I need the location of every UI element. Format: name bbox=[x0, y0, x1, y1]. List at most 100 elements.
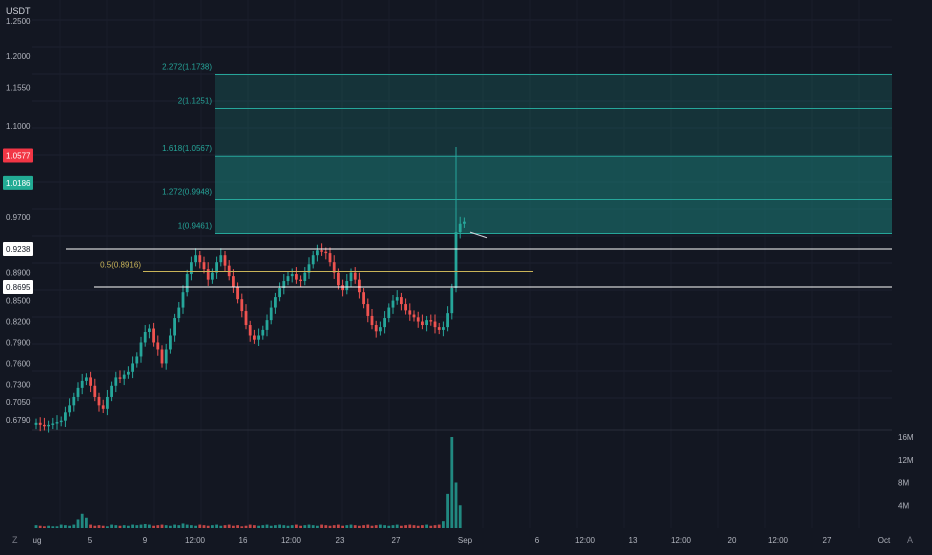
price-tick: 0.7900 bbox=[6, 338, 31, 347]
candle-body bbox=[395, 297, 399, 301]
candle-body bbox=[198, 255, 202, 263]
volume-bar bbox=[454, 482, 458, 528]
candle-body bbox=[152, 328, 155, 343]
volume-bar bbox=[106, 526, 109, 528]
candle-body bbox=[160, 349, 164, 364]
volume-bar bbox=[332, 525, 336, 528]
fib-extension[interactable]: 2.272(1.1738) 2(1.1251) 1.618(1.0567) 1.272… bbox=[162, 62, 892, 234]
candle-body bbox=[421, 321, 424, 326]
candle-body bbox=[173, 318, 176, 336]
volume-bar bbox=[101, 525, 105, 528]
candle-body bbox=[404, 304, 407, 311]
volume-bar bbox=[164, 525, 168, 528]
candle-body bbox=[299, 279, 302, 282]
volume-tick: 4M bbox=[898, 501, 909, 510]
candle-body bbox=[143, 332, 147, 343]
volume-bar bbox=[190, 525, 193, 528]
candle-body bbox=[454, 232, 458, 289]
fib-zone bbox=[215, 74, 892, 109]
candle-body bbox=[286, 276, 290, 282]
volume-bar bbox=[236, 525, 239, 528]
volume-bar bbox=[278, 524, 281, 528]
candle-body bbox=[282, 281, 286, 289]
volume-bar bbox=[211, 525, 214, 528]
candle-body bbox=[72, 396, 76, 406]
candle-body bbox=[206, 269, 210, 280]
time-tick: 23 bbox=[336, 536, 345, 545]
price-tick: 0.8900 bbox=[6, 269, 31, 278]
volume-bar bbox=[274, 525, 277, 528]
volume-bar bbox=[446, 493, 449, 528]
candle-body bbox=[332, 262, 336, 273]
timezone-button-label[interactable]: Z bbox=[12, 535, 18, 545]
candle-body bbox=[295, 274, 298, 280]
volume-bar bbox=[282, 525, 286, 528]
volume-bar bbox=[173, 524, 176, 528]
candle-body bbox=[232, 276, 235, 287]
candle-body bbox=[442, 327, 445, 330]
time-tick: 16 bbox=[239, 536, 248, 545]
volume-bar bbox=[379, 524, 382, 528]
time-tick: 12:00 bbox=[768, 536, 789, 545]
candle-body bbox=[106, 396, 109, 409]
volume-bar bbox=[198, 524, 202, 528]
time-tick: 12:00 bbox=[575, 536, 596, 545]
volume-bar bbox=[51, 526, 55, 528]
candle-body bbox=[43, 424, 46, 427]
auto-scale-button[interactable]: A bbox=[907, 535, 913, 545]
volume-bar bbox=[152, 525, 155, 528]
volume-bar bbox=[143, 524, 147, 528]
volume-bar bbox=[328, 525, 332, 528]
candle-body bbox=[131, 363, 134, 372]
price-badge-label: 0.9238 bbox=[6, 245, 31, 254]
volume-bar bbox=[269, 525, 273, 528]
volume-bar bbox=[89, 524, 92, 528]
volume-bar bbox=[47, 525, 50, 528]
volume-bar bbox=[429, 525, 433, 528]
volume-bar bbox=[72, 524, 76, 528]
price-axis[interactable]: 1.30001.25001.20001.15501.10001.05771.01… bbox=[6, 0, 31, 425]
volume-bar bbox=[400, 525, 403, 528]
time-tick: 20 bbox=[728, 536, 737, 545]
volume-bar bbox=[160, 524, 164, 528]
trend-arrow bbox=[469, 231, 488, 239]
candle-body bbox=[374, 325, 378, 332]
volume-bar bbox=[169, 525, 172, 528]
price-tick: 0.7600 bbox=[6, 359, 31, 368]
candle-body bbox=[122, 374, 126, 379]
candle-body bbox=[219, 255, 223, 263]
volume-bar bbox=[320, 524, 323, 528]
candle-body bbox=[370, 315, 374, 326]
timezone-button[interactable]: Z bbox=[12, 535, 18, 545]
time-tick: 13 bbox=[629, 536, 638, 545]
volume-bar bbox=[64, 525, 67, 528]
horizontal-lines[interactable]: 0.5(0.8916) bbox=[66, 231, 892, 288]
volume-bars bbox=[34, 437, 462, 528]
candle-body bbox=[64, 412, 67, 421]
volume-bar bbox=[122, 525, 126, 528]
half-level-label: 0.5(0.8916) bbox=[100, 261, 141, 270]
volume-bar bbox=[118, 525, 122, 528]
volume-bar bbox=[85, 517, 88, 528]
volume-bar bbox=[425, 524, 428, 528]
candle-body bbox=[265, 320, 269, 330]
volume-bar bbox=[34, 525, 38, 528]
volume-bar bbox=[131, 524, 134, 528]
time-axis[interactable]: ug 5 9 12:00 16 12:00 23 27 Sep 6 12:00 13 12:00 20 12… bbox=[33, 536, 891, 545]
candle-body bbox=[101, 405, 105, 409]
candle-body bbox=[253, 335, 256, 340]
volume-bar bbox=[366, 524, 370, 528]
volume-bar bbox=[370, 525, 374, 528]
volume-bar bbox=[286, 525, 290, 528]
candle-body bbox=[257, 335, 260, 340]
volume-bar bbox=[206, 525, 210, 528]
volume-bar bbox=[421, 525, 424, 528]
volume-bar bbox=[295, 524, 298, 528]
candle-body bbox=[248, 325, 252, 336]
auto-scale-button-label[interactable]: A bbox=[907, 535, 913, 545]
fib-zone bbox=[215, 199, 892, 234]
candle-body bbox=[433, 321, 437, 328]
candle-body bbox=[181, 292, 185, 308]
